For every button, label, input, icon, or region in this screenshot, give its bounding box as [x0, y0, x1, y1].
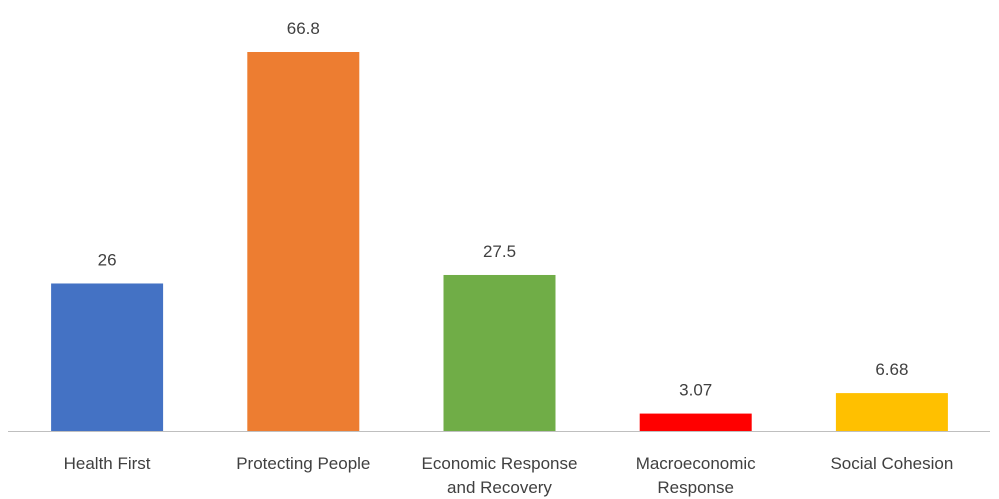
bar — [835, 393, 948, 431]
data-label: 3.07 — [679, 381, 712, 400]
category-labels-group: Health First Protecting People Economic Re… — [64, 454, 954, 497]
data-label: 6.68 — [875, 360, 908, 379]
data-label: 66.8 — [287, 19, 320, 38]
data-label: 27.5 — [483, 242, 516, 261]
bars-group — [51, 52, 948, 431]
bar — [639, 413, 752, 431]
data-labels-group: 26 66.8 27.5 3.07 6.68 — [98, 19, 909, 400]
bar — [443, 274, 556, 431]
data-label: 26 — [98, 250, 117, 269]
category-label: Macroeconomic — [636, 454, 756, 473]
category-label: Economic Response — [422, 454, 578, 473]
category-label: Protecting People — [236, 454, 370, 473]
category-label: Social Cohesion — [830, 454, 953, 473]
category-label: Health First — [64, 454, 151, 473]
category-label: Response — [657, 478, 734, 497]
bar — [247, 52, 360, 431]
category-label: and Recovery — [447, 478, 552, 497]
bar — [51, 283, 164, 431]
